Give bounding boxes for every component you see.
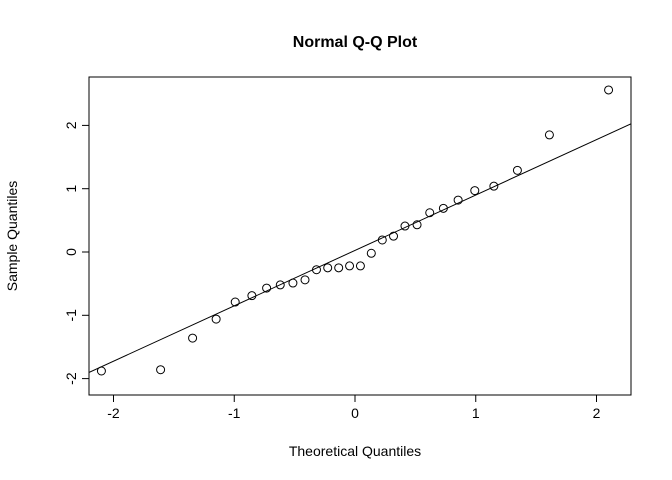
y-tick-label: 1 [63,185,79,193]
y-tick-label: 0 [63,248,79,256]
x-tick-label: 0 [351,405,359,421]
y-tick-label: -2 [63,372,79,385]
data-point [345,261,355,271]
data-point [96,366,106,376]
plot-frame [88,76,632,396]
y-axis-label: Sample Quantiles [4,181,20,292]
data-point [211,314,221,324]
data-point [377,235,387,245]
data-point [425,208,435,218]
data-point [453,195,463,205]
data-point [389,231,399,241]
data-point [512,165,522,175]
x-tick-label: 2 [593,405,601,421]
data-point [355,261,365,271]
data-point [412,220,422,230]
data-point [604,85,614,95]
data-point [188,333,198,343]
y-tick-label: 2 [63,121,79,129]
data-point [156,365,166,375]
x-tick-label: 1 [472,405,480,421]
reference-line [89,123,631,373]
data-point [300,275,310,285]
x-axis-label: Theoretical Quantiles [289,443,421,459]
x-tick-label: -1 [228,405,241,421]
data-point [247,291,257,301]
data-point [489,181,499,191]
data-point [400,221,410,231]
data-point [470,186,480,196]
x-tick-label: -2 [107,405,120,421]
data-point [438,203,448,213]
data-point [366,248,376,258]
data-point [230,297,240,307]
data-point [311,265,321,275]
data-point [323,263,333,273]
y-tick-label: -1 [63,309,79,322]
chart-title: Normal Q-Q Plot [293,34,418,51]
data-point [544,130,554,140]
data-point [288,278,298,288]
data-point [334,263,344,273]
data-point [275,280,285,290]
data-point [262,283,272,293]
